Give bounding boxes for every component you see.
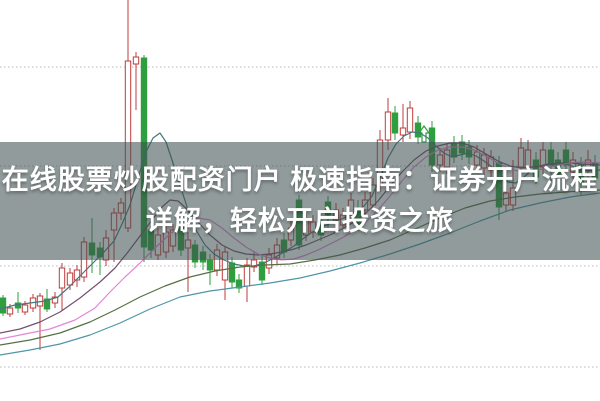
candle-down xyxy=(258,261,266,281)
headline-banner: 在线股票炒股配资门户 极速指南：证券开户流程 详解，轻松开启投资之旅 xyxy=(0,142,600,260)
candle-down xyxy=(0,297,7,314)
candle-up xyxy=(406,107,414,133)
candle-down xyxy=(43,298,51,310)
candle-up xyxy=(132,56,140,65)
candle-up xyxy=(73,269,81,281)
candle-down xyxy=(391,112,399,134)
candle-down xyxy=(414,122,422,138)
candle-up xyxy=(243,264,251,287)
candle-down xyxy=(228,262,236,283)
candle-up xyxy=(51,296,59,304)
candle-up xyxy=(384,111,392,141)
headline-line-2: 详解，轻松开启投资之旅 xyxy=(146,206,454,236)
candle-up xyxy=(58,267,66,289)
candle-down xyxy=(235,279,243,289)
candle-up xyxy=(66,272,74,286)
headline-line-1: 在线股票炒股配资门户 极速指南：证券开户流程 xyxy=(1,165,599,195)
candle-up xyxy=(399,127,407,136)
candle-up xyxy=(21,304,29,313)
candle-down xyxy=(206,259,214,271)
candle-up xyxy=(6,307,14,315)
candle-up xyxy=(250,259,258,268)
